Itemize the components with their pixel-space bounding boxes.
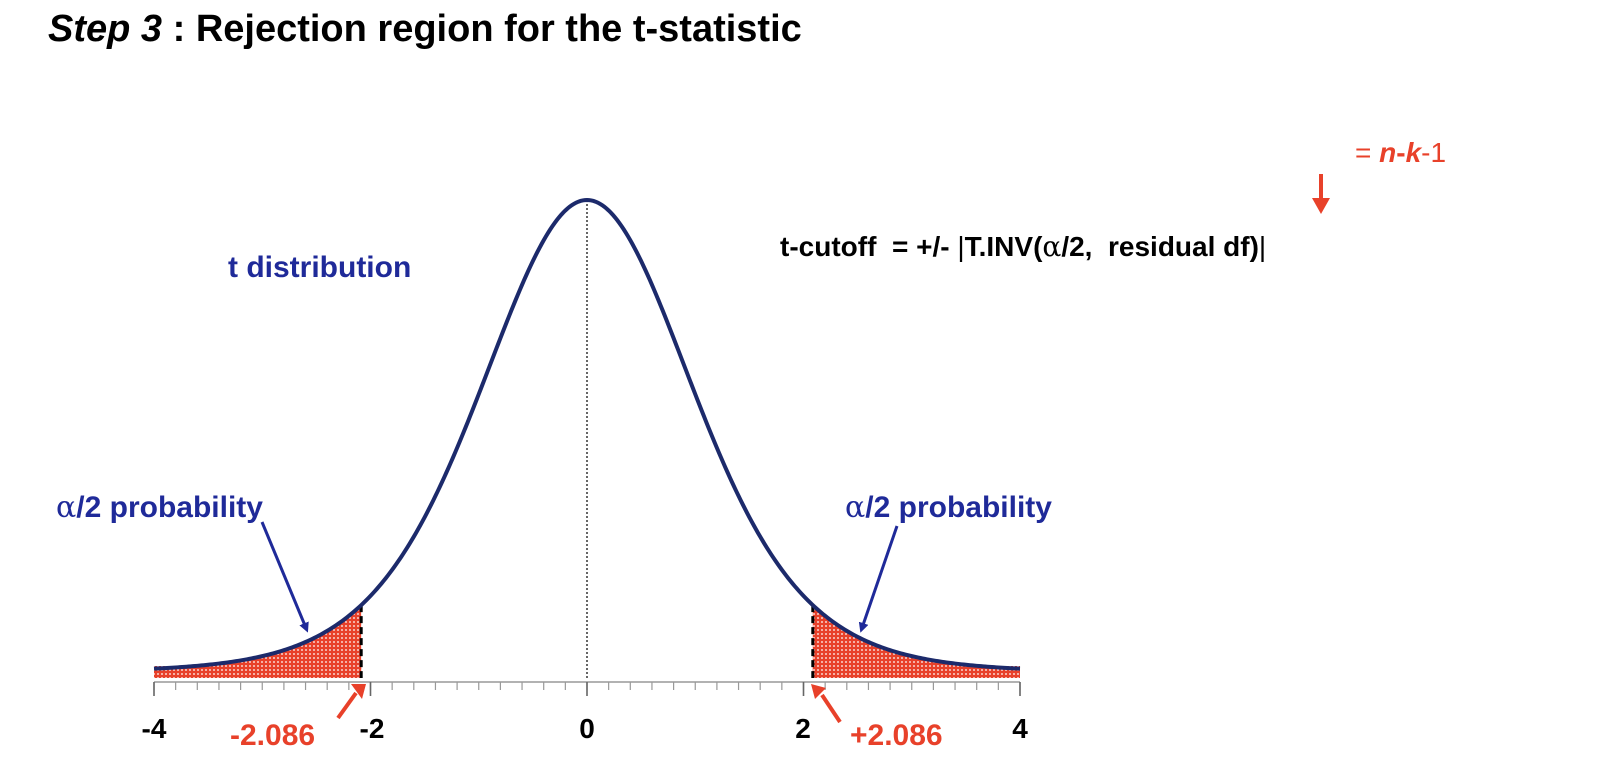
formula-args: /2, residual df) [1061,231,1259,262]
t-distribution-curve [153,197,1021,671]
page-title: Step 3 : Rejection region for the t-stat… [48,8,802,51]
alpha-symbol-left: α [56,490,76,525]
title-step: Step 3 [48,8,163,50]
rejection-band-left [154,666,362,678]
formula-prefix: t-cutoff = +/- [780,231,957,262]
curve-label: t distribution [228,251,411,284]
tick-label-neg4: -4 [142,713,167,744]
cutoff-label-right: +2.086 [850,719,943,752]
tail-label-right: α/2 probability [845,490,1052,525]
cutoff-arrow-left-head [351,684,366,699]
rejection-region-right [812,605,1020,672]
alpha-symbol-right: α [845,490,865,525]
title-rest: : Rejection region for the t-statistic [162,8,802,50]
df-note-n: n [1379,137,1396,168]
abs-bar-right: | [1259,231,1266,262]
abs-bar-left: | [957,231,964,262]
formula-func: T.INV( [965,231,1043,262]
formula: t-cutoff = +/- |T.INV(α/2, residual df)| [780,230,1266,263]
rejection-band-right [812,666,1020,678]
tail-label-left-text: /2 probability [76,491,263,524]
df-arrow-head [1312,198,1330,214]
arrow-right-tail [858,525,899,633]
df-note-k: k [1406,137,1423,168]
tick-label-0: 0 [579,713,595,744]
cutoff-arrow-left-shaft [336,691,358,720]
tail-label-left: α/2 probability [56,490,263,525]
cutoff-label-left: -2.086 [230,719,315,752]
df-note: = n-k-1 [1355,137,1446,168]
tail-label-right-text: /2 probability [865,491,1052,524]
cutoff-arrow-right-shaft [820,693,842,724]
tick-label-4: 4 [1012,713,1028,744]
tick-label-2: 2 [795,713,811,744]
df-note-dash: - [1396,137,1405,168]
cutoff-arrow-right-head [811,684,826,699]
tick-label-neg2: -2 [360,713,385,744]
x-axis-major-ticks [153,682,1021,696]
arrow-left-tail [260,521,309,633]
df-note-eq: = [1355,137,1379,168]
formula-alpha: α [1042,230,1061,263]
rejection-region-left [154,605,362,672]
df-note-rest: -1 [1421,137,1446,168]
